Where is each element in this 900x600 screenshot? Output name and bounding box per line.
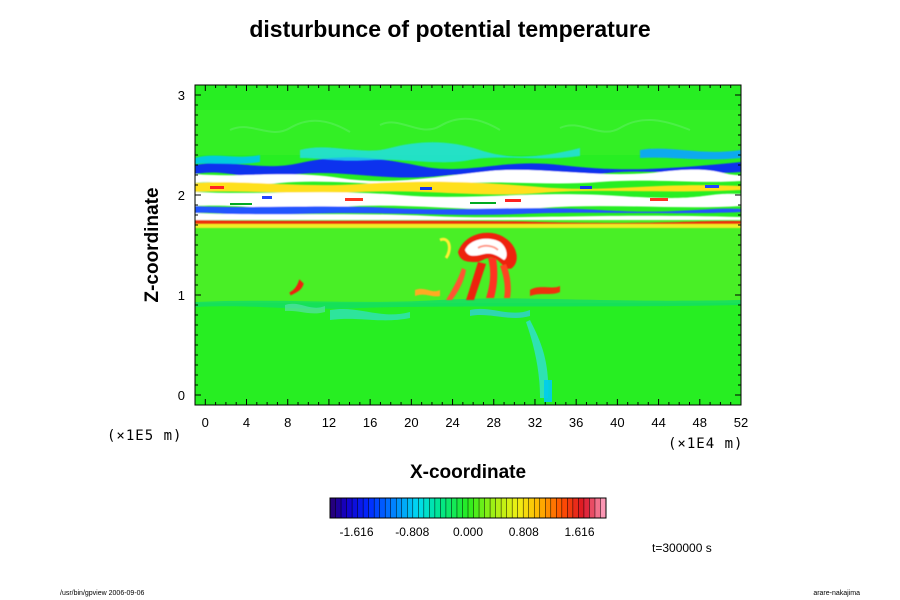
colorbar-swatch — [523, 498, 530, 518]
colorbar — [329, 497, 607, 519]
colorbar-swatch — [528, 498, 535, 518]
colorbar-swatch — [484, 498, 491, 518]
colorbar-swatch — [445, 498, 452, 518]
colorbar-swatch — [550, 498, 557, 518]
y-tick-label: 3 — [178, 88, 185, 103]
x-tick-label: 0 — [202, 415, 209, 430]
x-tick-label: 52 — [734, 415, 748, 430]
x-axis: 0 4 8 12 16 20 24 28 32 36 40 44 48 52 — [194, 85, 748, 430]
x-tick-label: 32 — [528, 415, 542, 430]
colorbar-swatch — [473, 498, 480, 518]
colorbar-swatch — [330, 498, 336, 518]
colorbar-swatch — [346, 498, 353, 518]
colorbar-swatch — [501, 498, 507, 518]
colorbar-swatch — [335, 498, 342, 518]
x-tick-label: 8 — [284, 415, 291, 430]
colorbar-swatch — [456, 498, 463, 518]
colorbar-swatch — [407, 498, 414, 518]
x-axis-title: X-coordinate — [410, 462, 526, 483]
colorbar-swatch — [589, 498, 596, 518]
colorbar-swatch — [374, 498, 380, 518]
colorbar-swatch — [396, 498, 403, 518]
x-tick-label: 4 — [243, 415, 250, 430]
y-tick-label: 1 — [178, 288, 185, 303]
colorbar-swatch — [341, 498, 347, 518]
colorbar-ticks: -1.616 -0.808 0.000 0.808 1.616 — [339, 525, 594, 539]
colorbar-swatch — [368, 498, 375, 518]
colorbar-swatch — [385, 498, 392, 518]
colorbar-swatch — [517, 498, 524, 518]
colorbar-swatch — [545, 498, 552, 518]
colorbar-tick-label: 0.000 — [453, 525, 483, 539]
colorbar-swatch — [583, 498, 590, 518]
colorbar-swatch — [539, 498, 546, 518]
x-scale-note: (×1E4 m) — [668, 436, 743, 452]
colorbar-swatch — [418, 498, 425, 518]
heatmap-field — [195, 85, 741, 405]
x-tick-label: 44 — [651, 415, 665, 430]
colorbar-swatch — [578, 498, 585, 518]
colorbar-swatch — [451, 498, 458, 518]
colorbar-swatch — [440, 498, 447, 518]
x-tick-label: 28 — [487, 415, 501, 430]
x-tick-label: 36 — [569, 415, 583, 430]
colorbar-swatch — [352, 498, 358, 518]
footer-left: /usr/bin/gpview 2006-09-06 — [60, 590, 145, 597]
colorbar-swatch — [512, 498, 518, 518]
y-tick-label: 0 — [178, 388, 185, 403]
colorbar-swatch — [390, 498, 397, 518]
x-tick-label: 12 — [322, 415, 336, 430]
colorbar-swatch — [423, 498, 430, 518]
colorbar-tick-label: 0.808 — [509, 525, 539, 539]
colorbar-swatch — [506, 498, 513, 518]
colorbar-swatch — [594, 498, 601, 518]
colorbar-swatch — [401, 498, 408, 518]
x-tick-label: 20 — [404, 415, 418, 430]
colorbar-swatch — [379, 498, 386, 518]
colorbar-tick-label: -0.808 — [395, 525, 429, 539]
y-axis: 0 1 2 3 — [178, 88, 741, 403]
colorbar-swatch — [495, 498, 502, 518]
time-label: t=300000 s — [652, 541, 712, 555]
colorbar-swatch — [490, 498, 496, 518]
colorbar-swatch — [468, 498, 474, 518]
colorbar-frame — [329, 497, 607, 519]
colorbar-tick-label: -1.616 — [339, 525, 373, 539]
colorbar-swatch — [412, 498, 419, 518]
y-scale-note: (×1E5 m) — [107, 428, 182, 444]
y-tick-label: 2 — [178, 188, 185, 203]
footer-right: arare-nakajima — [813, 590, 860, 597]
x-tick-label: 40 — [610, 415, 624, 430]
colorbar-swatch — [561, 498, 568, 518]
colorbar-swatch — [572, 498, 579, 518]
colorbar-swatch — [363, 498, 369, 518]
colorbar-swatch — [556, 498, 563, 518]
colorbar-swatch — [429, 498, 436, 518]
x-tick-label: 24 — [445, 415, 459, 430]
x-tick-label: 48 — [693, 415, 707, 430]
colorbar-swatch — [434, 498, 441, 518]
chart-title: disturbunce of potential temperature — [249, 16, 651, 42]
colorbar-swatch — [567, 498, 574, 518]
colorbar-swatch — [534, 498, 541, 518]
y-axis-title: Z-coordinate — [142, 187, 163, 302]
x-tick-label: 16 — [363, 415, 377, 430]
colorbar-swatch — [462, 498, 469, 518]
colorbar-swatch — [600, 498, 607, 518]
colorbar-tick-label: 1.616 — [564, 525, 594, 539]
colorbar-swatch — [357, 498, 364, 518]
colorbar-swatch — [479, 498, 485, 518]
